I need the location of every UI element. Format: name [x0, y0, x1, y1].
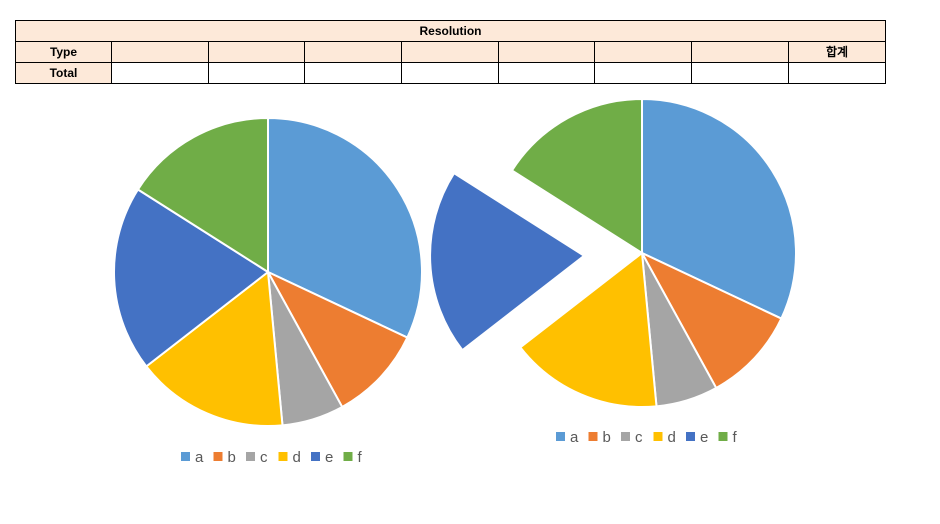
legend-label-d: d: [293, 449, 301, 466]
type-header[interactable]: Type: [15, 41, 112, 63]
legend-swatch-c: [246, 452, 255, 461]
pie-slice-e[interactable]: [113, 188, 269, 368]
pie-chart-right[interactable]: [429, 98, 797, 408]
legend-swatch-b: [213, 452, 223, 461]
legend-label-f: f: [733, 429, 738, 446]
legend-label-d: d: [668, 429, 676, 446]
legend-swatch-d: [653, 432, 663, 441]
legend-swatch-b: [588, 432, 598, 441]
pie-chart-left[interactable]: [113, 117, 423, 427]
table-title: Resolution: [15, 20, 886, 42]
legend-label-a: a: [195, 449, 204, 466]
table-cell[interactable]: [401, 62, 499, 84]
table-cell[interactable]: [304, 62, 402, 84]
legend-label-a: a: [570, 429, 579, 446]
total-header[interactable]: Total: [15, 62, 112, 84]
pie-legend-left: a b c d e f: [181, 449, 363, 466]
legend-label-b: b: [603, 429, 611, 446]
pie-slice-a[interactable]: [267, 117, 423, 339]
pie-legend-right: a b c d e f: [556, 429, 738, 446]
pie-slice-b[interactable]: [267, 271, 409, 408]
pie-slice-b[interactable]: [641, 252, 783, 389]
legend-swatch-a: [181, 452, 190, 461]
legend-swatch-c: [621, 432, 630, 441]
table-cell[interactable]: [498, 41, 595, 63]
pie-slice-a[interactable]: [641, 98, 797, 320]
table-cell[interactable]: [208, 41, 305, 63]
legend-label-f: f: [358, 449, 363, 466]
pie-slice-d[interactable]: [519, 252, 658, 408]
pie-slice-f[interactable]: [136, 117, 269, 273]
pie-slice-f[interactable]: [510, 98, 643, 254]
legend-swatch-a: [556, 432, 565, 441]
table-cell[interactable]: [111, 41, 209, 63]
pie-slice-e[interactable]: [429, 172, 586, 352]
legend-label-b: b: [228, 449, 236, 466]
table-cell[interactable]: [691, 62, 789, 84]
table-cell[interactable]: [208, 62, 305, 84]
legend-swatch-e: [686, 432, 695, 441]
table-cell[interactable]: [788, 62, 886, 84]
legend-swatch-f: [718, 432, 728, 441]
legend-label-c: c: [260, 449, 268, 466]
legend-label-e: e: [700, 429, 708, 446]
sum-header[interactable]: 합계: [788, 41, 886, 63]
legend-label-e: e: [325, 449, 333, 466]
table-cell[interactable]: [594, 41, 692, 63]
table-cell[interactable]: [498, 62, 595, 84]
legend-label-c: c: [635, 429, 643, 446]
legend-swatch-f: [343, 452, 353, 461]
resolution-table: Resolution Type 합계 Total: [15, 20, 886, 84]
legend-swatch-d: [278, 452, 288, 461]
legend-swatch-e: [311, 452, 320, 461]
pie-slice-d[interactable]: [145, 271, 284, 427]
